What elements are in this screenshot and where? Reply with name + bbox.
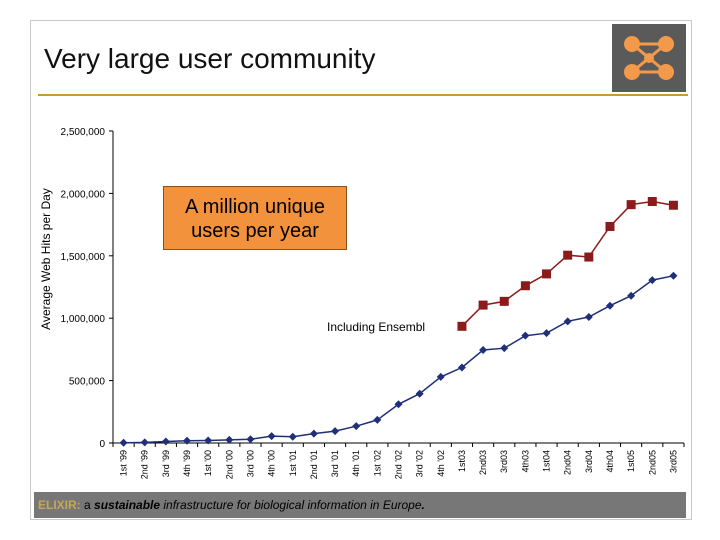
x-tick-label: 4th '02: [436, 450, 446, 477]
y-tick-label: 2,000,000: [61, 189, 106, 200]
data-point: [457, 363, 466, 372]
x-tick-label: 1st '99: [119, 450, 129, 476]
x-tick-label: 1st '00: [203, 450, 213, 476]
data-point: [648, 276, 657, 285]
data-point: [521, 331, 530, 340]
footer-brand: ELIXIR:: [38, 498, 81, 512]
data-point: [352, 422, 361, 431]
data-point: [246, 435, 255, 444]
data-point: [119, 438, 128, 447]
x-tick-label: 3rd '02: [415, 450, 425, 477]
data-point: [288, 432, 297, 441]
data-point: [626, 200, 636, 210]
data-point: [478, 300, 488, 310]
data-point: [373, 415, 382, 424]
x-tick-label: 3rd '99: [161, 450, 171, 477]
data-point: [605, 301, 614, 310]
data-point: [542, 269, 552, 279]
data-point: [584, 312, 593, 321]
data-point: [267, 432, 276, 441]
x-tick-label: 3rd05: [668, 450, 678, 473]
data-point: [563, 317, 572, 326]
data-point: [394, 400, 403, 409]
x-tick-label: 1st05: [626, 450, 636, 472]
data-point: [140, 438, 149, 447]
data-point: [331, 427, 340, 436]
x-tick-label: 1st03: [457, 450, 467, 472]
footer-emphasis: sustainable: [94, 498, 161, 512]
x-tick-label: 4th '00: [267, 450, 277, 477]
y-tick-label: 2,500,000: [61, 127, 106, 138]
slide-title: Very large user community: [44, 43, 376, 74]
data-point: [669, 271, 678, 280]
data-point: [183, 436, 192, 445]
x-tick-label: 3rd '01: [330, 450, 340, 477]
x-tick-label: 1st '02: [372, 450, 382, 476]
callout-box: A million unique users per year: [163, 186, 347, 250]
x-tick-label: 1st '01: [288, 450, 298, 476]
x-tick-label: 2nd '00: [224, 450, 234, 479]
data-point: [479, 346, 488, 355]
title-divider: [38, 94, 688, 96]
y-axis-label: Average Web Hits per Day: [39, 188, 53, 330]
callout-line-1: A million unique: [184, 196, 326, 218]
data-point: [584, 252, 594, 262]
callout-line-2: users per year: [191, 220, 319, 242]
x-tick-label: 1st04: [542, 450, 552, 472]
x-tick-label: 3rd04: [584, 450, 594, 473]
footer-rest: infrastructure for biological informatio…: [160, 498, 422, 512]
elixir-logo-icon: [624, 36, 674, 80]
x-tick-label: 2nd03: [478, 450, 488, 475]
data-point: [520, 281, 530, 291]
data-point: [500, 344, 509, 353]
x-tick-label: 4th03: [520, 450, 530, 473]
data-point: [415, 389, 424, 398]
x-tick-label: 2nd04: [563, 450, 573, 475]
x-tick-label: 3rd03: [499, 450, 509, 473]
data-point: [225, 435, 234, 444]
data-point: [204, 436, 213, 445]
data-point: [499, 296, 509, 306]
x-tick-label: 2nd '01: [309, 450, 319, 479]
series-line: [461, 200, 674, 327]
data-point: [627, 291, 636, 300]
y-tick-label: 500,000: [69, 377, 106, 388]
x-tick-label: 2nd '99: [140, 450, 150, 479]
series-line: [123, 275, 674, 444]
footer-pre: a: [80, 498, 95, 512]
x-tick-label: 2nd '02: [394, 450, 404, 479]
y-tick-label: 0: [99, 439, 105, 450]
x-tick-label: 4th04: [605, 450, 615, 473]
data-point: [647, 197, 657, 207]
data-point: [309, 429, 318, 438]
footer-end: .: [421, 498, 425, 512]
y-tick-label: 1,000,000: [61, 314, 106, 325]
x-tick-label: 2nd05: [647, 450, 657, 475]
data-point: [563, 250, 573, 260]
data-point: [457, 321, 467, 331]
data-point: [542, 329, 551, 338]
x-tick-label: 4th '99: [182, 450, 192, 477]
annotation-including-ensembl: Including Ensembl: [327, 320, 425, 334]
elixir-logo: [612, 24, 686, 92]
data-point: [668, 200, 678, 210]
data-point: [436, 372, 445, 381]
x-tick-label: 4th '01: [351, 450, 361, 477]
data-point: [161, 437, 170, 446]
slide-frame: [30, 20, 692, 520]
data-point: [605, 221, 615, 231]
x-tick-label: 3rd '00: [245, 450, 255, 477]
y-tick-label: 1,500,000: [61, 252, 106, 263]
footer-bar: ELIXIR: a sustainable infrastructure for…: [34, 492, 686, 518]
